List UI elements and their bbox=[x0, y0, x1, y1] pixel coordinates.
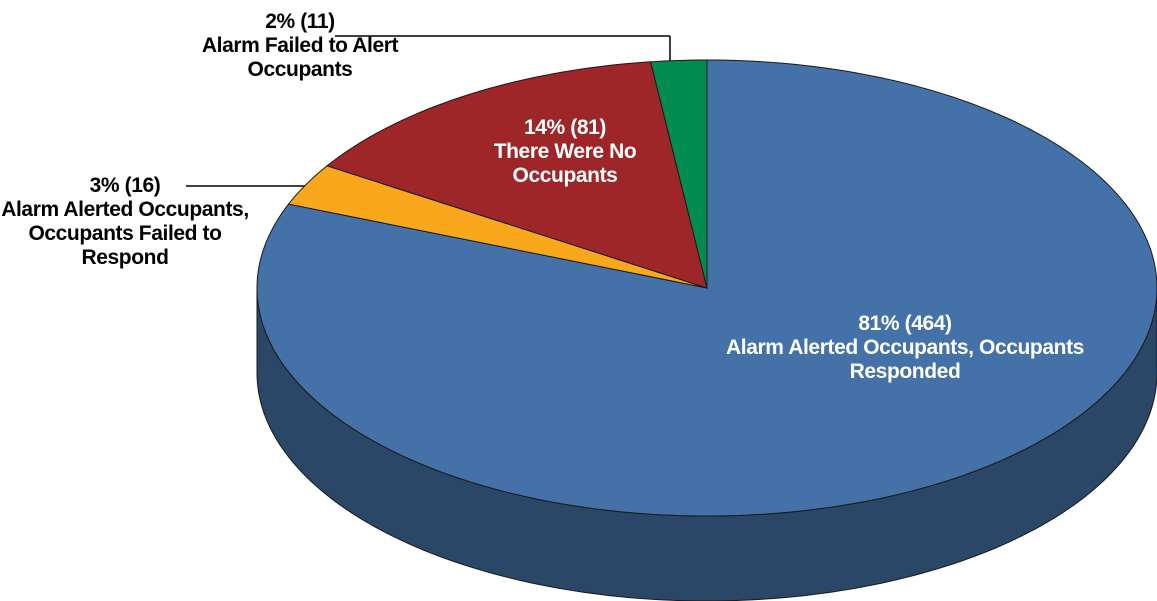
pie-slice bbox=[256, 59, 1157, 517]
pie bbox=[256, 59, 1157, 601]
slice-label: 3% (16) Alarm Alerted Occupants, Occupant… bbox=[0, 174, 250, 270]
category-label: Alarm Alerted Occupants, Occupants Faile… bbox=[1, 198, 249, 269]
value-label: 2% (11) bbox=[265, 10, 335, 33]
category-label: There Were No Occupants bbox=[493, 140, 637, 187]
pie-slice bbox=[649, 59, 708, 289]
slice-label: 81% (464) Alarm Alerted Occupants, Occupa… bbox=[725, 312, 1085, 384]
pie-tops bbox=[256, 59, 1157, 517]
value-label: 14% (81) bbox=[523, 116, 606, 139]
slice-label: 14% (81) There Were No Occupants bbox=[470, 116, 660, 188]
slice-label: 2% (11) Alarm Failed to Alert Occupants bbox=[180, 10, 420, 82]
category-label: Alarm Failed to Alert Occupants bbox=[201, 34, 399, 81]
value-label: 81% (464) bbox=[858, 312, 952, 335]
pie-slice bbox=[326, 61, 708, 289]
category-label: Alarm Alerted Occupants, Occupants Respo… bbox=[726, 336, 1084, 383]
value-label: 3% (16) bbox=[89, 174, 161, 197]
pie-slice bbox=[287, 165, 708, 289]
